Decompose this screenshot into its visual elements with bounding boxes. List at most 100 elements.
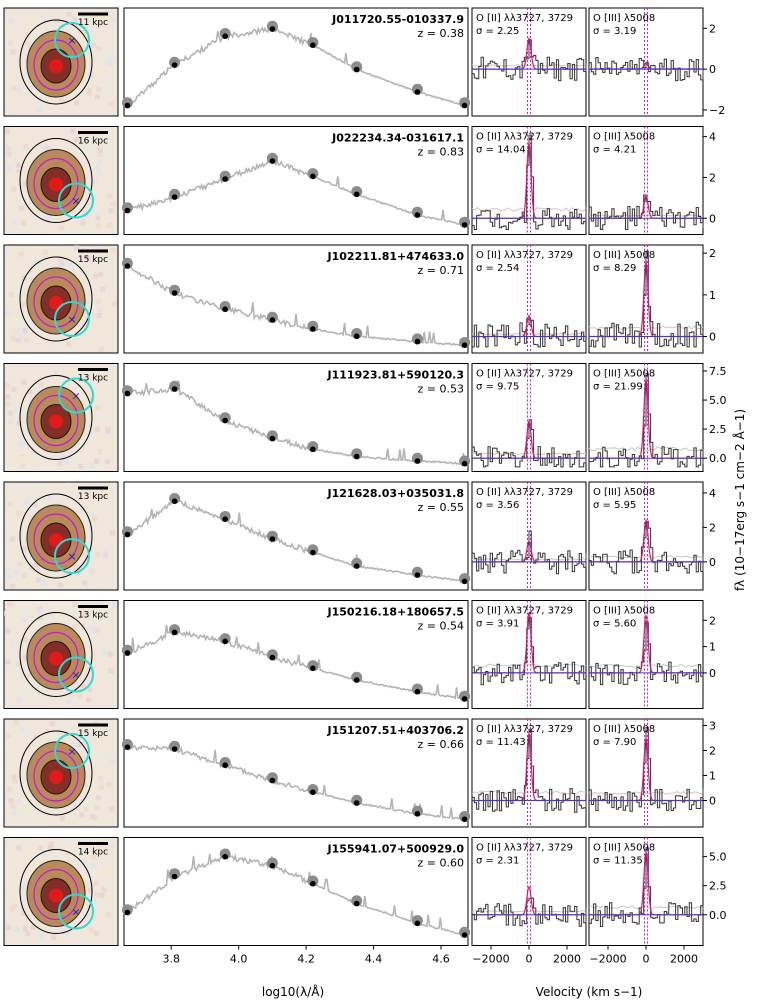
- noise-pixel: [40, 580, 45, 585]
- galaxy-center: [49, 889, 63, 903]
- redshift-label: z = 0.60: [418, 857, 464, 870]
- noise-pixel: [21, 221, 26, 226]
- observed-photometry-point: [222, 33, 228, 39]
- noise-pixel: [12, 904, 17, 909]
- noise-pixel: [12, 752, 17, 757]
- noise-pixel: [10, 584, 15, 589]
- noise-pixel: [9, 292, 14, 297]
- noise-pixel: [72, 582, 77, 587]
- y-tick-label: 2: [709, 247, 716, 260]
- x-tick-label: 0: [526, 953, 533, 966]
- noise-pixel: [106, 329, 111, 334]
- noise-pixel: [73, 564, 78, 569]
- observed-photometry-point: [125, 208, 131, 214]
- oiii-label: O [III] λ5008: [593, 250, 655, 261]
- line-panel-frame: [589, 8, 703, 116]
- observed-photometry-point: [222, 639, 228, 645]
- noise-pixel: [97, 387, 102, 392]
- scale-label: 11 kpc: [78, 18, 108, 28]
- noise-pixel: [17, 88, 22, 93]
- noise-pixel: [21, 380, 26, 385]
- noise-pixel: [84, 807, 89, 812]
- observed-photometry-point: [354, 800, 360, 806]
- oii-sigma: σ = 11.43: [476, 737, 526, 748]
- redshift-label: z = 0.53: [418, 383, 464, 396]
- oii-sigma: σ = 9.75: [476, 382, 519, 393]
- observed-photometry-point: [462, 103, 468, 109]
- observed-photometry-point: [415, 811, 421, 817]
- noise-pixel: [92, 179, 97, 184]
- scale-label: 13 kpc: [78, 492, 108, 502]
- noise-pixel: [109, 57, 114, 62]
- noise-pixel: [8, 411, 13, 416]
- noise-pixel: [66, 699, 71, 704]
- y-tick-label: 0: [709, 331, 716, 344]
- noise-pixel: [108, 101, 113, 106]
- observed-photometry-point: [125, 103, 131, 109]
- noise-pixel: [108, 173, 113, 178]
- noise-pixel: [72, 624, 77, 629]
- oii-sigma: σ = 3.56: [476, 500, 519, 511]
- noise-pixel: [95, 165, 100, 170]
- y-tick-label: 4: [709, 131, 716, 144]
- cutout-image: ×16 kpc: [4, 127, 118, 235]
- noise-pixel: [109, 806, 114, 811]
- redshift-label: z = 0.54: [418, 620, 464, 633]
- noise-pixel: [98, 272, 103, 277]
- noise-pixel: [22, 573, 27, 578]
- observed-photometry-point: [222, 306, 228, 312]
- cutout-image: ×15 kpc: [4, 719, 118, 827]
- noise-pixel: [10, 536, 15, 541]
- noise-pixel: [39, 383, 44, 388]
- noise-pixel: [40, 936, 45, 941]
- sed-panel: J111923.81+590120.3z = 0.53: [122, 364, 470, 472]
- noise-pixel: [81, 219, 86, 224]
- noise-pixel: [97, 313, 102, 318]
- noise-pixel: [6, 659, 11, 664]
- noise-pixel: [87, 91, 92, 96]
- object-id: J150216.18+180657.5: [327, 606, 464, 619]
- observed-photometry-point: [172, 630, 178, 636]
- oii-label: O [II] λλ3727, 3729: [476, 369, 573, 380]
- sed-panel: J102211.81+474633.0z = 0.71: [122, 245, 470, 353]
- galaxy-center: [49, 296, 63, 310]
- x-tick-label: 3.8: [162, 953, 180, 966]
- object-id: J111923.81+590120.3: [327, 369, 464, 382]
- oiii-sigma: σ = 8.29: [593, 263, 636, 274]
- observed-photometry-point: [462, 461, 468, 467]
- noise-pixel: [93, 437, 98, 442]
- noise-pixel: [5, 401, 10, 406]
- y-ticks: 420: [703, 131, 716, 226]
- noise-pixel: [45, 216, 50, 221]
- x-tick-label: 4.4: [365, 953, 383, 966]
- redshift-label: z = 0.71: [418, 264, 464, 277]
- noise-pixel: [12, 778, 17, 783]
- noise-pixel: [100, 741, 105, 746]
- y-tick-label: 0.0: [709, 452, 727, 465]
- noise-pixel: [59, 226, 64, 231]
- noise-pixel: [95, 892, 100, 897]
- y-tick-label: −2: [709, 104, 725, 117]
- noise-pixel: [96, 405, 101, 410]
- noise-pixel: [8, 574, 13, 579]
- y-tick-label: 1: [709, 641, 716, 654]
- noise-pixel: [17, 858, 22, 863]
- noise-pixel: [106, 912, 111, 917]
- oiii-label: O [III] λ5008: [593, 132, 655, 143]
- sed-panel: J151207.51+403706.2z = 0.66: [122, 719, 470, 827]
- oii-label: O [II] λλ3727, 3729: [476, 487, 573, 498]
- noise-pixel: [94, 451, 99, 456]
- noise-pixel: [106, 429, 111, 434]
- noise-pixel: [5, 629, 10, 634]
- oii-label: O [II] λλ3727, 3729: [476, 13, 573, 24]
- y-ticks: 210: [703, 614, 716, 680]
- noise-pixel: [58, 582, 63, 587]
- noise-pixel: [95, 216, 100, 221]
